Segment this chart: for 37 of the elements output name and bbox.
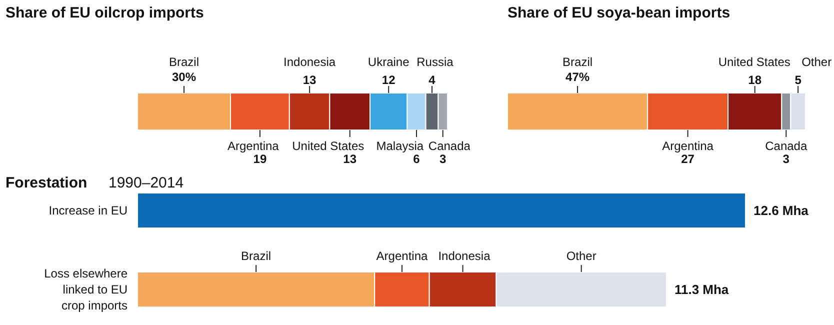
data-label: 47% [566,70,590,84]
data-label: 19 [253,152,267,166]
series-label: Argentina [227,139,280,153]
data-label: 3 [782,152,790,166]
series-label: Argentina [662,139,714,153]
data-label: 27 [681,152,695,166]
series-label: Brazil [168,55,200,69]
chart-title: Share of EU oilcrop imports [6,4,204,22]
data-label: 5 [794,73,802,87]
chart-title: Share of EU soya-bean imports [508,4,730,22]
y-tick-label: Loss elsewhere linked to EU crop imports [44,266,128,313]
series-label: Brazil [562,55,593,69]
data-label: 13 [302,73,317,87]
text: United States [718,55,790,69]
data-label: 13 [343,152,357,166]
text: Ukraine [368,55,410,69]
text: Indonesia [284,55,336,69]
data-label: 30% [172,70,196,84]
series-label: Brazil [241,249,272,263]
data-label: 3 [440,152,447,166]
annotation: 12.6 Mha [754,203,810,218]
annotation: 11.3 Mha [674,282,730,297]
series-label: Other [566,249,596,263]
data-label: 18 [748,73,762,87]
y-tick-label: Increase in EU [48,204,128,218]
series-label: United States [292,139,364,153]
series-label: Malaysia [376,139,424,153]
text: Russia [416,55,454,69]
series-label: Argentina [376,249,428,263]
series-label: Other [802,55,832,69]
data-label: 4 [428,73,436,87]
data-label: 12 [382,73,396,87]
series-label: Indonesia [438,249,491,263]
chart-title: Forestation [6,174,88,192]
series-label: Canada [765,139,808,153]
data-label: 6 [413,152,420,166]
chart-subtitle: 1990–2014 [108,174,184,192]
